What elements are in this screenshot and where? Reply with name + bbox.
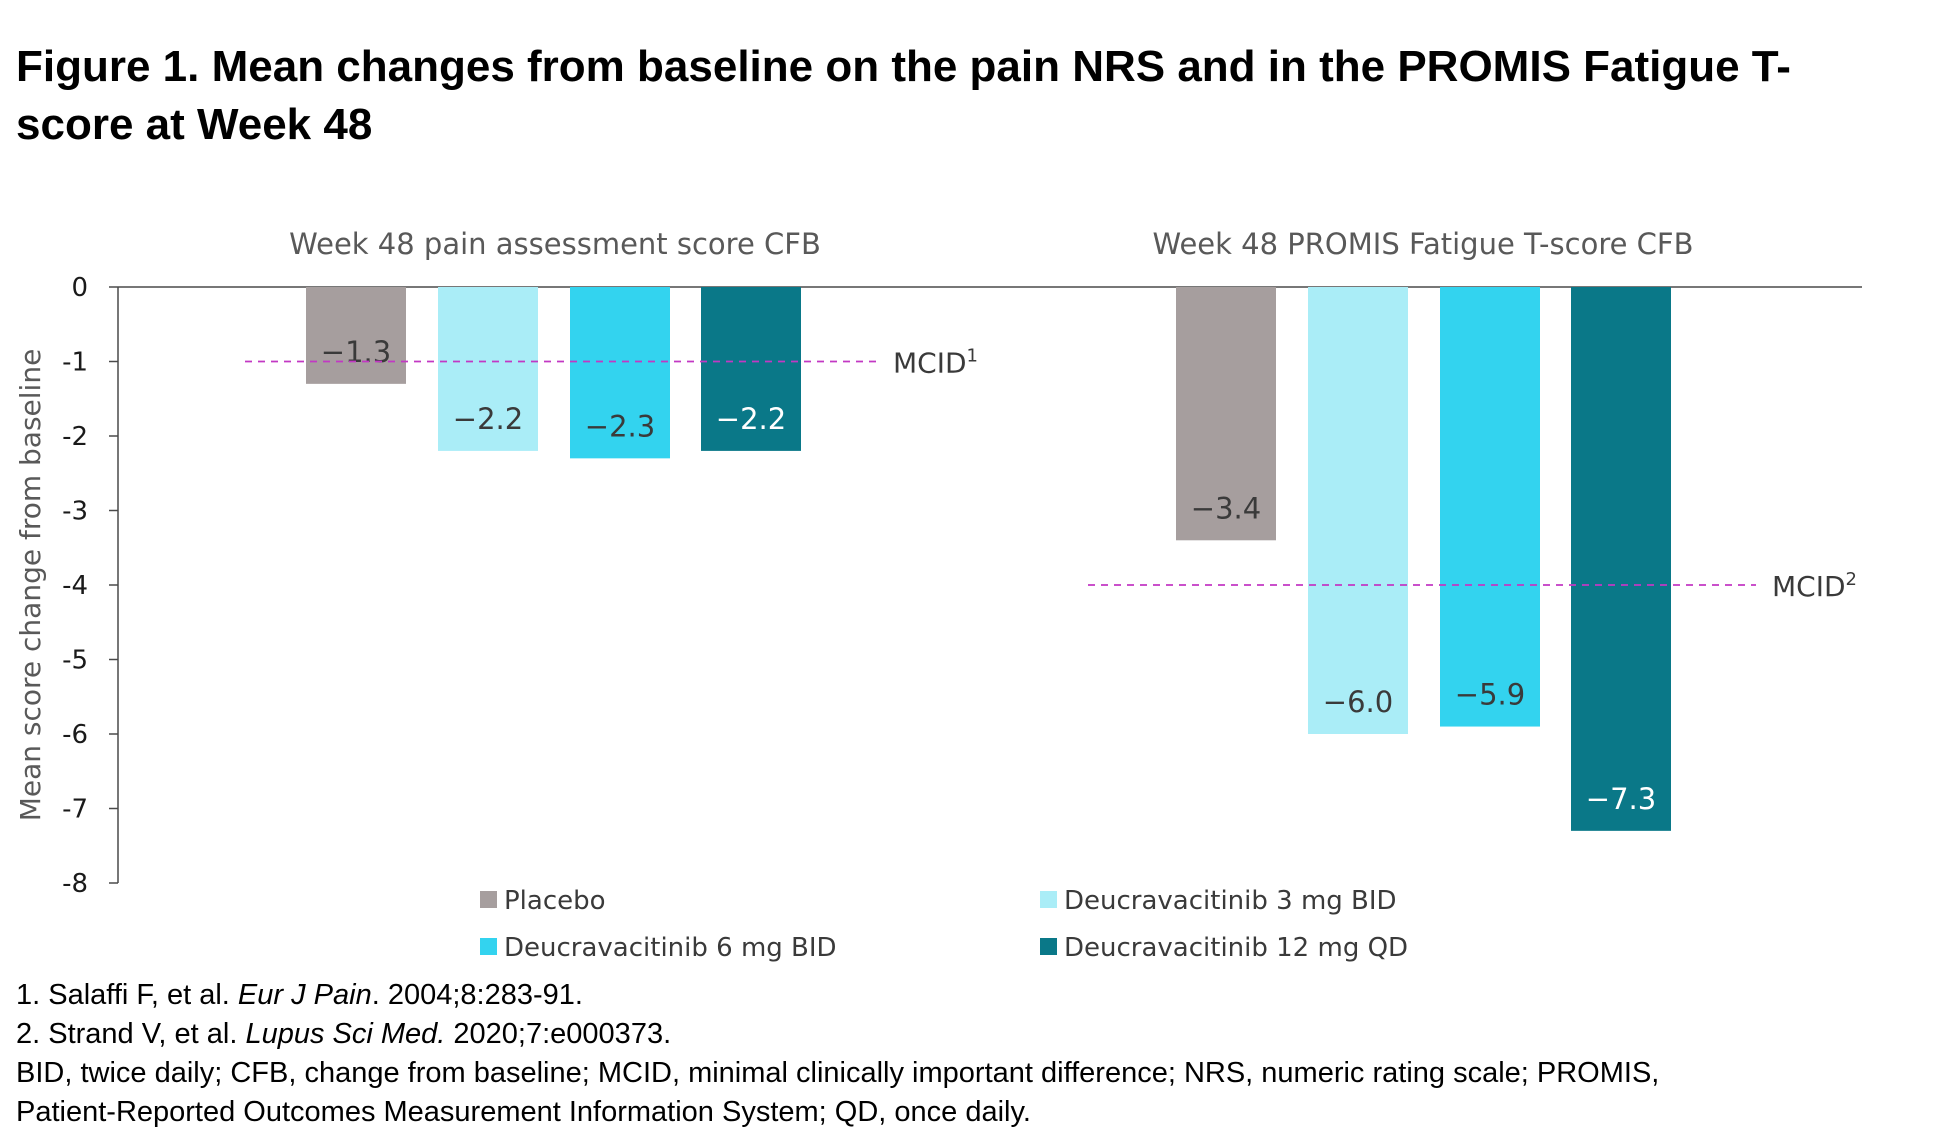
y-axis-title: Mean score change from baseline: [14, 349, 47, 822]
bar-value-label: −1.3: [321, 335, 391, 369]
mcid-label: MCID1: [893, 346, 978, 380]
bar: [1308, 287, 1408, 734]
legend-label: Deucravacitinib 3 mg BID: [1064, 886, 1397, 916]
panel-subtitle: Week 48 PROMIS Fatigue T-score CFB: [1152, 227, 1693, 261]
bar-value-label: −6.0: [1323, 685, 1393, 719]
y-tick-label: -7: [62, 795, 88, 825]
y-tick-label: -2: [62, 422, 88, 452]
footnote-ref-2-journal: Lupus Sci Med.: [245, 1018, 446, 1050]
legend-swatch: [1040, 938, 1057, 955]
footnote-ref-1-citation: . 2004;8:283-91.: [371, 979, 583, 1011]
footnote-ref-1: 1. Salaffi F, et al. Eur J Pain. 2004;8:…: [16, 976, 1926, 1015]
bar-value-label: −2.3: [585, 409, 655, 443]
bar: [570, 287, 670, 459]
bar: [1571, 287, 1671, 831]
mcid-label: MCID2: [1772, 569, 1857, 603]
mcid-label-text: MCID: [893, 347, 967, 380]
mcid-superscript: 1: [967, 346, 978, 367]
y-tick-label: -6: [62, 720, 88, 750]
bar: [1176, 287, 1276, 541]
abbreviations-line-2: Patient-Reported Outcomes Measurement In…: [16, 1096, 1031, 1128]
bar-value-label: −2.2: [453, 402, 523, 436]
footnote-ref-1-journal: Eur J Pain: [237, 979, 372, 1011]
bar-value-label: −3.4: [1191, 491, 1261, 525]
y-tick-label: -3: [62, 497, 88, 527]
bar: [306, 287, 406, 384]
abbreviations-line-1: BID, twice daily; CFB, change from basel…: [16, 1057, 1660, 1089]
y-tick-label: -4: [62, 571, 88, 601]
legend-label: Deucravacitinib 12 mg QD: [1064, 933, 1408, 963]
footnotes: 1. Salaffi F, et al. Eur J Pain. 2004;8:…: [16, 976, 1926, 1132]
bar-value-label: −5.9: [1455, 678, 1525, 712]
y-tick-label: -8: [62, 869, 88, 899]
figure-title: Figure 1. Mean changes from baseline on …: [16, 42, 1791, 149]
bar: [1440, 287, 1540, 727]
bar: [438, 287, 538, 451]
legend-label: Placebo: [504, 886, 606, 916]
y-tick-label: -5: [62, 646, 88, 676]
y-tick-label: -1: [62, 348, 88, 378]
footnote-ref-2-citation: 2020;7:e000373.: [445, 1018, 672, 1050]
mcid-superscript: 2: [1846, 569, 1857, 590]
legend-label: Deucravacitinib 6 mg BID: [504, 933, 837, 963]
y-tick-label: 0: [71, 273, 88, 303]
footnote-ref-1-authors: 1. Salaffi F, et al.: [16, 979, 238, 1011]
legend-swatch: [480, 891, 497, 908]
legend-swatch: [1040, 891, 1057, 908]
legend-swatch: [480, 938, 497, 955]
bar-value-label: −2.2: [716, 402, 786, 436]
footnote-ref-2: 2. Strand V, et al. Lupus Sci Med. 2020;…: [16, 1015, 1926, 1054]
panel-subtitle: Week 48 pain assessment score CFB: [289, 227, 821, 261]
bar: [701, 287, 801, 451]
footnote-ref-2-authors: 2. Strand V, et al.: [16, 1018, 246, 1050]
mcid-label-text: MCID: [1772, 570, 1846, 603]
bar-value-label: −7.3: [1586, 782, 1656, 816]
